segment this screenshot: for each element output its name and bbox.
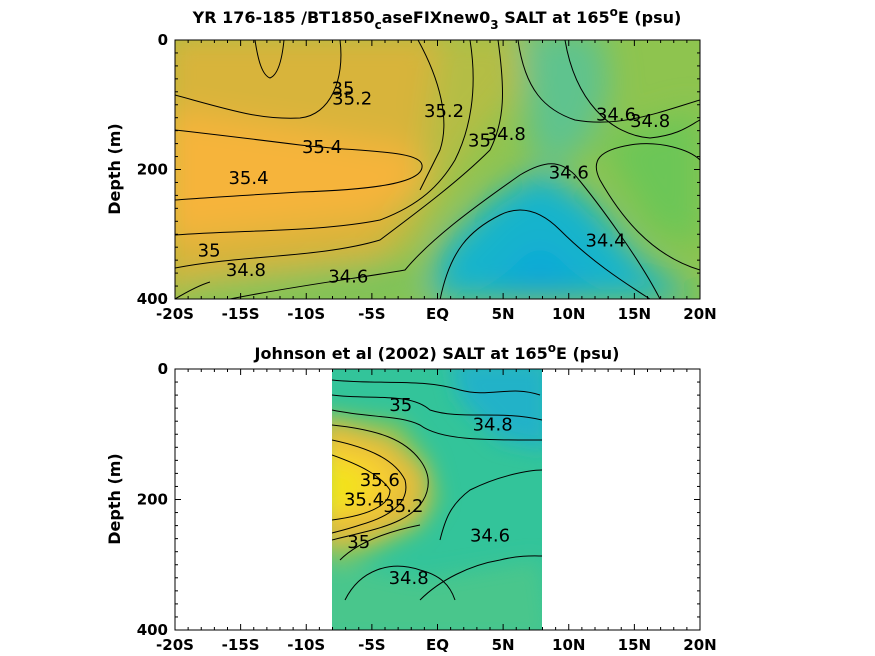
top-contour-34-6-upper [517, 40, 700, 123]
x-tick-label: -10S [287, 636, 325, 654]
bottom-axis-ticks: -20S -15S -10S -5S EQ 5N 10N 15N 20N 0 200 400 [137, 360, 717, 654]
top-contour-labels: 3535.235.235.435.43534.834.634.834.634.4… [198, 79, 670, 288]
bottom-contour-5 [332, 439, 407, 534]
top-salinity-field: 3535.235.235.435.43534.834.634.834.634.4… [175, 40, 700, 299]
contour-label: 34.8 [630, 111, 670, 132]
x-tick-label: -5S [358, 305, 385, 323]
top-contour-35-2-mid [417, 40, 445, 191]
x-tick-label: 15N [618, 636, 651, 654]
contour-label: 35.6 [360, 470, 400, 491]
bottom-contour-10 [339, 524, 421, 561]
x-tick-label: 10N [552, 636, 585, 654]
top-contour-34-6-right [595, 143, 700, 271]
contour-label: 34.8 [389, 568, 429, 589]
x-tick-label: -15S [222, 305, 260, 323]
contour-label: 35 [389, 395, 412, 416]
top-contour-34-4 [439, 209, 651, 299]
bottom-contour-9 [344, 565, 456, 601]
bottom-contour-4 [332, 424, 429, 541]
x-tick-label: -20S [156, 305, 194, 323]
x-tick-label: EQ [426, 636, 449, 654]
y-tick-label: 400 [137, 290, 168, 308]
contour-label: 34.6 [328, 266, 368, 287]
bottom-title: Johnson et al (2002) SALT at 165oE (psu) [254, 341, 620, 363]
bottom-y-axis-label: Depth (m) [105, 453, 124, 545]
contour-label: 35.4 [228, 168, 268, 189]
y-tick-label: 0 [158, 31, 168, 49]
top-contour-34-8-center [175, 40, 503, 269]
contour-label: 34.8 [486, 124, 526, 145]
top-contour-34-8-bottom [175, 281, 211, 299]
bottom-contour-7 [439, 469, 542, 541]
contour-label: 34.8 [473, 414, 513, 435]
contour-label: 34.6 [596, 104, 636, 125]
bottom-contour-8 [419, 555, 542, 601]
bottom-contour-3 [332, 409, 542, 441]
x-tick-label: 5N [492, 636, 515, 654]
bottom-salinity-field: 35 34.8 35.635.4 35.2 34.6 35 34.8 [332, 369, 542, 630]
x-tick-label: -15S [222, 636, 260, 654]
top-title: YR 176-185 /BT1850caseFIXnew03 SALT at 1… [192, 5, 682, 32]
top-panel: YR 176-185 /BT1850caseFIXnew03 SALT at 1… [105, 5, 717, 323]
y-tick-label: 400 [137, 621, 168, 639]
contour-label: 35.4 [344, 490, 384, 511]
bottom-contour-6 [332, 454, 391, 521]
contour-label: 34.4 [585, 231, 625, 252]
top-contour-35-right [175, 40, 474, 236]
contour-label: 35 [332, 79, 355, 100]
x-tick-label: -5S [358, 636, 385, 654]
contour-label: 34.6 [549, 163, 589, 184]
x-tick-label: -20S [156, 636, 194, 654]
top-contour-35-dome [254, 40, 285, 79]
x-tick-label: -10S [287, 305, 325, 323]
contour-label: 35 [347, 532, 370, 553]
contour-label: 35.2 [332, 88, 372, 109]
y-tick-label: 0 [158, 360, 168, 378]
top-contour-34-8-right [564, 40, 700, 139]
x-tick-label: 20N [683, 636, 716, 654]
x-tick-label: EQ [426, 305, 449, 323]
contour-label: 35 [198, 240, 221, 261]
bottom-panel: Johnson et al (2002) SALT at 165oE (psu) [105, 341, 717, 654]
x-tick-label: 10N [552, 305, 585, 323]
bottom-contour-1 [332, 379, 541, 396]
top-axis-ticks: -20S -15S -10S -5S EQ 5N 10N 15N 20N 0 200 400 [137, 31, 717, 323]
contour-label: 34.6 [470, 525, 510, 546]
contour-label: 35.4 [302, 137, 342, 158]
x-tick-label: 20N [683, 305, 716, 323]
contour-label: 35.2 [424, 101, 464, 122]
top-contour-35-4 [175, 129, 423, 201]
y-tick-label: 200 [137, 491, 168, 509]
bottom-contour-labels: 35 34.8 35.635.4 35.2 34.6 35 34.8 [344, 395, 513, 589]
contour-label: 35.2 [383, 496, 423, 517]
top-contour-35-2-left [175, 40, 342, 119]
contour-label: 34.8 [226, 260, 266, 281]
contour-label: 35 [468, 130, 491, 151]
y-tick-label: 200 [137, 161, 168, 179]
x-tick-label: 5N [492, 305, 515, 323]
top-y-axis-label: Depth (m) [105, 123, 124, 215]
top-contour-34-6-lower [229, 163, 661, 299]
x-tick-label: 15N [618, 305, 651, 323]
bottom-contour-2 [332, 394, 542, 421]
